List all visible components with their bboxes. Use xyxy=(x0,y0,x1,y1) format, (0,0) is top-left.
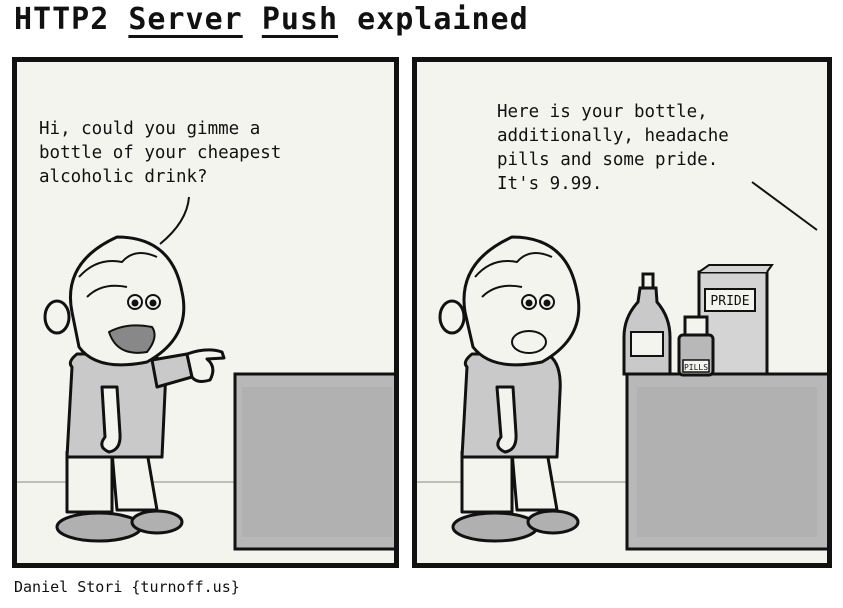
pills-label: PILLS xyxy=(684,363,708,372)
left-shoe xyxy=(451,511,539,543)
bartender-character xyxy=(438,235,581,543)
pride-label: PRIDE xyxy=(710,294,749,309)
speech-line: pills and some pride. xyxy=(497,150,719,170)
bartender-speech: Here is your bottle, additionally, headac… xyxy=(497,100,729,196)
customer-character xyxy=(43,235,226,543)
title-space xyxy=(243,2,262,37)
speech-tail xyxy=(159,196,190,245)
customer-speech: Hi, could you gimme a bottle of your chea… xyxy=(39,117,281,189)
bar-counter xyxy=(625,372,827,551)
title-word-push: Push xyxy=(261,2,339,37)
speech-line: Hi, could you gimme a xyxy=(39,119,261,139)
right-shoe xyxy=(526,509,580,535)
comic-panel-2: PRIDE PILLS Here is your bottle, add xyxy=(412,57,832,568)
panel-2-artwork: PRIDE PILLS xyxy=(417,181,827,551)
speech-tail xyxy=(751,181,818,231)
open-mouth xyxy=(108,324,156,354)
bar-counter xyxy=(233,372,394,551)
mouth xyxy=(511,330,547,354)
pointing-hand xyxy=(185,348,226,383)
speech-line: bottle of your cheapest xyxy=(39,143,282,163)
left-shoe xyxy=(55,511,143,543)
speech-line: It's 9.99. xyxy=(497,174,603,194)
panel-1-artwork xyxy=(17,196,394,551)
speech-line: Here is your bottle, xyxy=(497,102,708,122)
title-suffix: explained xyxy=(338,2,529,37)
ear xyxy=(438,299,466,335)
title-word-server: Server xyxy=(128,2,243,37)
speech-line: additionally, headache xyxy=(497,126,729,146)
ear xyxy=(43,299,71,335)
comic-title: HTTP2 Server Push explained xyxy=(14,2,529,37)
title-prefix: HTTP2 xyxy=(14,2,129,37)
author-credit: Daniel Stori {turnoff.us} xyxy=(14,578,240,596)
comic-panel-1: Hi, could you gimme a bottle of your chea… xyxy=(12,57,399,568)
alcohol-bottle xyxy=(622,272,672,376)
right-shoe xyxy=(130,509,184,535)
speech-line: alcoholic drink? xyxy=(39,167,208,187)
headache-pills: PILLS xyxy=(677,315,715,377)
pride-label-box xyxy=(704,288,756,312)
